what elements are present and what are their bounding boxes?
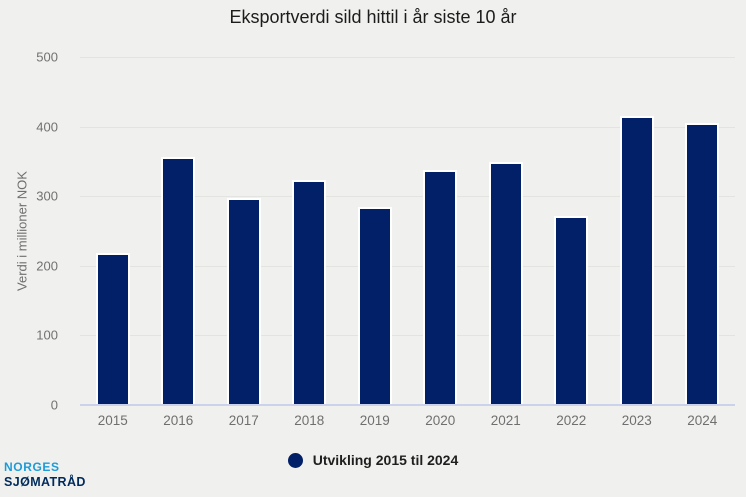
x-tick-label: 2018 <box>294 413 325 428</box>
logo-line-2: SJØMATRÅD <box>4 474 86 489</box>
bar-2015[interactable] <box>95 252 130 405</box>
bar-2020[interactable] <box>423 169 458 405</box>
x-tick-label: 2015 <box>97 413 128 428</box>
logo-line-1: NORGES <box>4 459 60 474</box>
bar-2023[interactable] <box>619 115 654 405</box>
gridline <box>80 57 735 58</box>
y-tick-label: 200 <box>36 258 58 274</box>
y-tick-label: 300 <box>36 188 58 204</box>
y-tick-label: 500 <box>36 49 58 65</box>
chart-title: Eksportverdi sild hittil i år siste 10 å… <box>229 7 517 27</box>
x-tick-label: 2016 <box>163 413 194 428</box>
gridline <box>80 335 735 337</box>
y-tick-label: 400 <box>36 119 58 135</box>
bar-2022[interactable] <box>554 215 589 405</box>
gridline <box>80 126 735 128</box>
bar-2018[interactable] <box>292 180 327 405</box>
legend-label: Utvikling 2015 til 2024 <box>312 452 459 468</box>
y-tick-label: 0 <box>50 397 58 413</box>
legend[interactable]: Utvikling 2015 til 2024 <box>0 452 746 468</box>
bar-2019[interactable] <box>357 206 392 405</box>
x-axis-line <box>80 404 735 406</box>
x-tick-label: 2024 <box>687 413 718 428</box>
plot-area <box>80 57 735 406</box>
bar-2024[interactable] <box>685 123 720 405</box>
y-tick-label: 100 <box>36 327 58 343</box>
x-tick-label: 2023 <box>621 413 652 428</box>
x-tick-label: 2021 <box>490 413 521 428</box>
x-tick-label: 2019 <box>359 413 390 428</box>
x-tick-label: 2022 <box>556 413 587 428</box>
norges-sjomatrad-logo: NORGES SJØMATRÅD <box>4 459 86 489</box>
gridline <box>80 196 735 198</box>
bar-2016[interactable] <box>161 157 196 405</box>
bar-2021[interactable] <box>488 162 523 405</box>
gridline <box>80 265 735 267</box>
bar-2017[interactable] <box>226 198 261 405</box>
legend-marker-icon <box>287 452 303 468</box>
x-tick-label: 2017 <box>228 413 259 428</box>
x-tick-label: 2020 <box>425 413 456 428</box>
